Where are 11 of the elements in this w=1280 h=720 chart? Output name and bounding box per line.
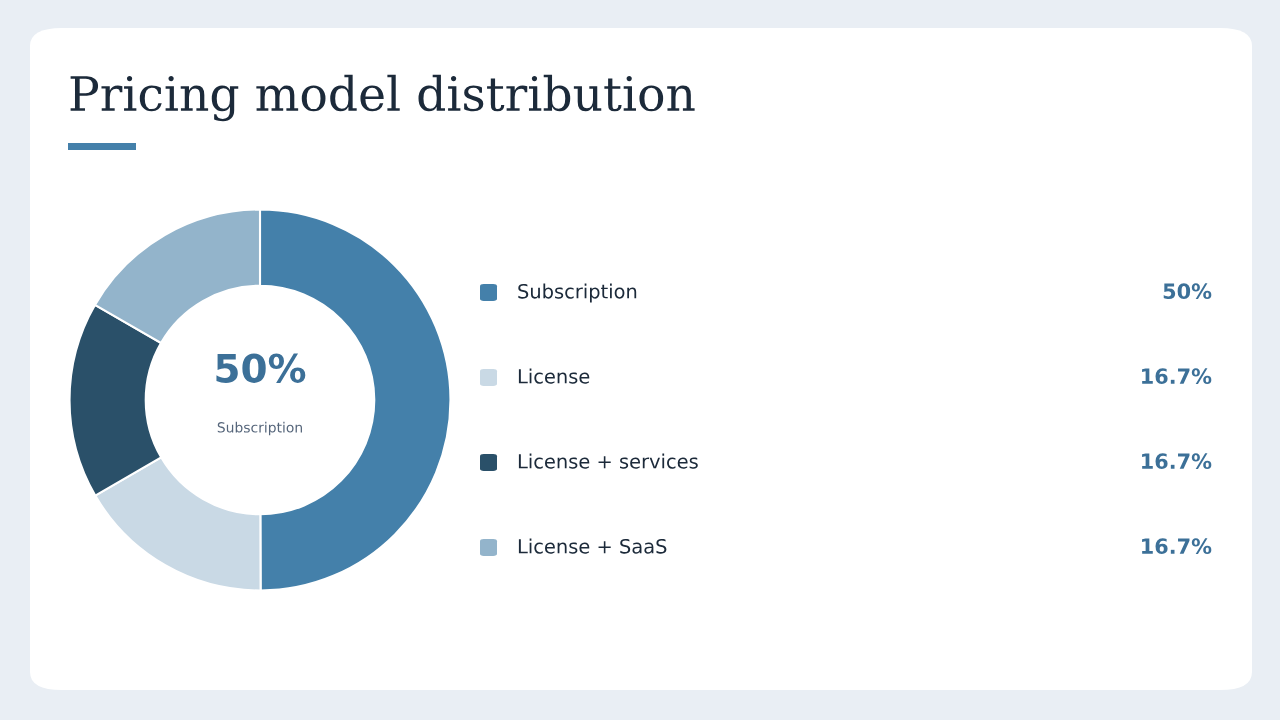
text: Subscription — [217, 421, 302, 436]
legend-label: License — [518, 368, 590, 384]
legend-label: License + SaaS — [518, 538, 667, 554]
legend-label: Subscription — [518, 283, 637, 303]
data-label: 50% — [1163, 283, 1212, 300]
data-label: 16.7% — [1142, 368, 1212, 385]
chart-title: Pricing model distribution — [70, 74, 695, 122]
data-label: 16.7% — [1142, 453, 1212, 470]
text: 50% — [216, 353, 306, 383]
data-label: 16.7% — [1142, 538, 1212, 555]
legend-label: License + services — [518, 453, 698, 469]
